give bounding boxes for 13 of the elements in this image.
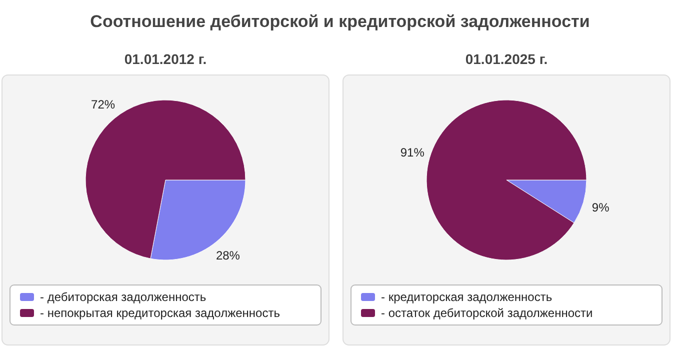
data-label: 9% [592,200,610,214]
data-label: 72% [91,97,116,112]
pie-slice [426,100,587,260]
legend-label: - непокрытая кредиторская задолженность [40,306,280,320]
chart-title: 01.01.2025 г. [465,51,548,67]
text: Соотношение дебиторской и кредиторской задолженности [90,12,590,31]
pie-slice [85,100,246,259]
legend-label: - кредиторская задолженность [381,290,552,304]
chart-title: 01.01.2012 г. [124,51,207,67]
legend-label: - дебиторская задолженность [40,290,206,304]
data-label: 91% [400,146,425,160]
data-label: 28% [216,248,240,263]
legend-label: - остаток дебиторской задолженности [381,306,593,320]
